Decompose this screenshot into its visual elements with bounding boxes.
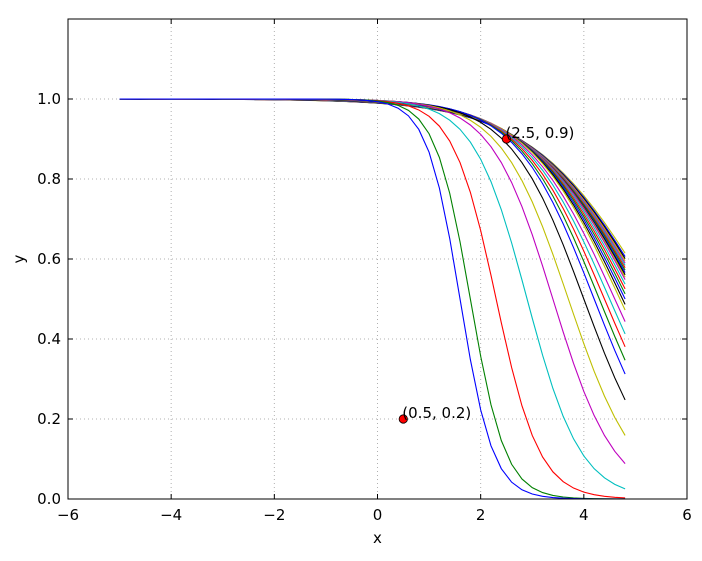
y-tick-label: 0.6	[37, 250, 61, 268]
x-axis-label: x	[373, 529, 382, 547]
y-tick-label: 1.0	[37, 90, 61, 108]
annotation-label-2: (2.5, 0.9)	[505, 124, 574, 142]
y-tick-label: 0.4	[37, 330, 61, 348]
y-axis-label: y	[10, 254, 28, 263]
x-tick-label: −2	[263, 506, 285, 524]
y-tick-label: 0.0	[37, 490, 61, 508]
x-tick-label: 6	[682, 506, 692, 524]
y-tick-label: 0.8	[37, 170, 61, 188]
annotations: (0.5, 0.2) (2.5, 0.9)	[398, 124, 574, 424]
annotation-label-1: (0.5, 0.2)	[402, 404, 471, 422]
x-tick-label: 4	[579, 506, 589, 524]
x-tick-label: −4	[160, 506, 182, 524]
annotation-point-2	[501, 134, 512, 144]
curve-series	[119, 98, 626, 500]
x-tick-label: 2	[476, 506, 486, 524]
axis-ticks: −6 −4 −2 0 2 4 6 0.0 0.2 0.4 0.6 0.8 1.0	[37, 19, 692, 524]
x-tick-label: 0	[373, 506, 383, 524]
y-tick-label: 0.2	[37, 410, 61, 428]
x-tick-label: −6	[57, 506, 79, 524]
annotation-point-1	[398, 414, 408, 424]
series-line-1	[119, 98, 626, 500]
